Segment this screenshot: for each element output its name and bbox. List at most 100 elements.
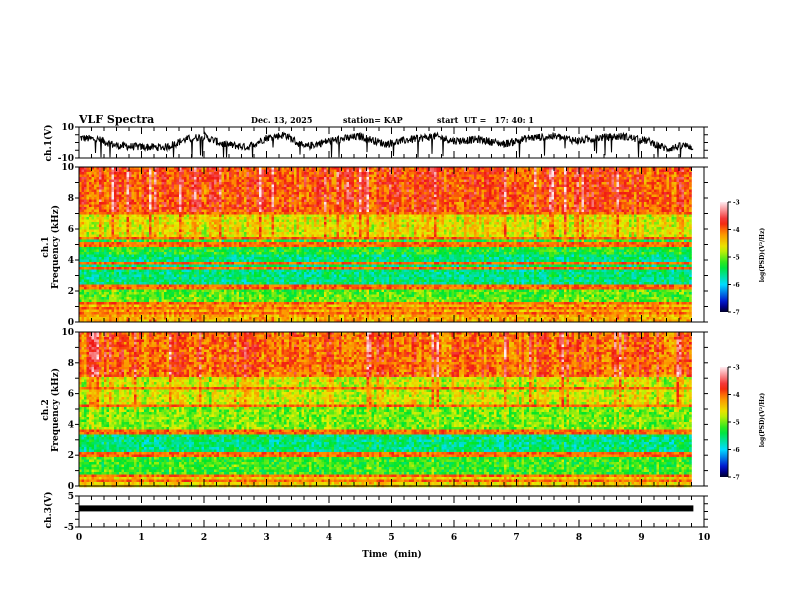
spectrogram-cell bbox=[594, 197, 597, 200]
spectrogram-cell bbox=[99, 202, 102, 205]
spectrogram-cell bbox=[229, 204, 232, 208]
spectrogram-cell bbox=[684, 192, 687, 195]
spectrogram-cell bbox=[146, 207, 150, 210]
spectrogram-cell bbox=[639, 167, 642, 170]
spectrogram-cell bbox=[184, 182, 187, 185]
spectrogram-cell bbox=[601, 172, 605, 175]
spectrogram-cell bbox=[299, 169, 302, 173]
spectrogram-cell bbox=[399, 192, 402, 195]
spectrogram-cell bbox=[379, 199, 382, 203]
spectrogram-cell bbox=[144, 179, 147, 183]
spectrogram-cell bbox=[506, 214, 510, 218]
spectrogram-cell bbox=[569, 199, 572, 203]
spectrogram-cell bbox=[151, 187, 155, 190]
spectrogram-cell bbox=[141, 169, 145, 173]
spectrogram-cell bbox=[136, 189, 140, 193]
spectrogram-cell bbox=[671, 189, 675, 193]
spectrogram-cell bbox=[614, 202, 617, 205]
spectrogram-cell bbox=[556, 177, 560, 180]
spectrogram-cell bbox=[391, 174, 395, 178]
spectrogram-cell bbox=[314, 179, 317, 183]
spectrogram-cell bbox=[636, 192, 640, 195]
spectrogram-cell bbox=[359, 212, 362, 215]
spectrogram-cell bbox=[349, 212, 352, 215]
spectrogram-cell bbox=[519, 167, 522, 170]
spectrogram-cell bbox=[656, 202, 660, 205]
spectrogram-cell bbox=[604, 187, 607, 190]
spectrogram-cell bbox=[116, 212, 120, 215]
spectrogram-cell bbox=[454, 182, 457, 185]
spectrogram-cell bbox=[439, 174, 442, 178]
spectrogram-cell bbox=[154, 189, 157, 193]
spectrogram-cell bbox=[456, 172, 460, 175]
spectrogram-cell bbox=[621, 169, 625, 173]
spectrogram-cell bbox=[534, 177, 537, 180]
spectrogram-cell bbox=[644, 177, 647, 180]
spectrogram-cell bbox=[506, 177, 510, 180]
spectrogram-cell bbox=[516, 194, 520, 198]
spectrogram-cell bbox=[361, 189, 365, 193]
spectrogram-cell bbox=[601, 212, 605, 215]
spectrogram-cell bbox=[501, 174, 505, 178]
spectrogram-cell bbox=[469, 167, 472, 170]
spectrogram-cell bbox=[356, 194, 360, 198]
spectrogram-cell bbox=[359, 199, 362, 203]
spectrogram-cell bbox=[196, 197, 200, 200]
spectrogram-cell bbox=[439, 187, 442, 190]
spectrogram-cell bbox=[281, 212, 285, 215]
spectrogram-cell bbox=[251, 167, 255, 170]
spectrogram-cell bbox=[379, 184, 382, 188]
spectrogram-cell bbox=[499, 202, 502, 205]
spectrogram-cell bbox=[204, 212, 207, 215]
spectrogram-cell bbox=[301, 212, 305, 215]
spectrogram-cell bbox=[481, 187, 485, 190]
spectrogram-cell bbox=[469, 182, 472, 185]
spectrogram-cell bbox=[684, 167, 687, 170]
spectrogram-cell bbox=[379, 204, 382, 208]
spectrogram-cell bbox=[249, 169, 252, 173]
spectrogram-cell bbox=[89, 209, 92, 213]
spectrogram-cell bbox=[279, 199, 282, 203]
spectrogram-cell bbox=[469, 207, 472, 210]
spectrogram-cell bbox=[554, 189, 557, 193]
spectrogram-cell bbox=[349, 207, 352, 210]
spectrogram-cell bbox=[239, 199, 242, 203]
spectrogram-cell bbox=[104, 192, 107, 195]
spectrogram-cell bbox=[594, 182, 597, 185]
spectrogram-cell bbox=[499, 214, 502, 218]
spectrogram-cell bbox=[366, 177, 370, 180]
spectrogram-cell bbox=[131, 192, 135, 195]
spectrogram-cell bbox=[471, 207, 475, 210]
spectrogram-cell bbox=[199, 179, 202, 183]
spectrogram-cell bbox=[379, 174, 382, 178]
spectrogram-cell bbox=[599, 167, 602, 170]
spectrogram-cell bbox=[184, 177, 187, 180]
spectrogram-cell bbox=[156, 194, 160, 198]
spectrogram-cell bbox=[389, 189, 392, 193]
spectrogram-cell bbox=[311, 209, 315, 213]
spectrogram-cell bbox=[144, 197, 147, 200]
spectrogram-cell bbox=[81, 172, 85, 175]
spectrogram-cell bbox=[471, 177, 475, 180]
spectrogram-cell bbox=[684, 182, 687, 185]
spectrogram-cell bbox=[444, 184, 447, 188]
spectrogram-cell bbox=[246, 179, 250, 183]
spectrogram-cell bbox=[459, 204, 462, 208]
spectrogram-cell bbox=[186, 194, 190, 198]
spectrogram-cell bbox=[431, 174, 435, 178]
spectrogram-cell bbox=[114, 179, 117, 183]
spectrogram-cell bbox=[176, 202, 180, 205]
spectrogram-cell bbox=[139, 209, 142, 213]
spectrogram-cell bbox=[251, 209, 255, 213]
spectrogram-cell bbox=[569, 207, 572, 210]
spectrogram-cell bbox=[629, 209, 632, 213]
spectrogram-cell bbox=[306, 189, 310, 193]
spectrogram-cell bbox=[104, 187, 107, 190]
spectrogram-cell bbox=[354, 207, 357, 210]
spectrogram-cell bbox=[79, 212, 82, 215]
spectrogram-cell bbox=[191, 177, 195, 180]
spectrogram-cell bbox=[499, 187, 502, 190]
spectrogram-cell bbox=[414, 212, 417, 215]
spectrogram-cell bbox=[584, 177, 587, 180]
spectrogram-cell bbox=[499, 199, 502, 203]
